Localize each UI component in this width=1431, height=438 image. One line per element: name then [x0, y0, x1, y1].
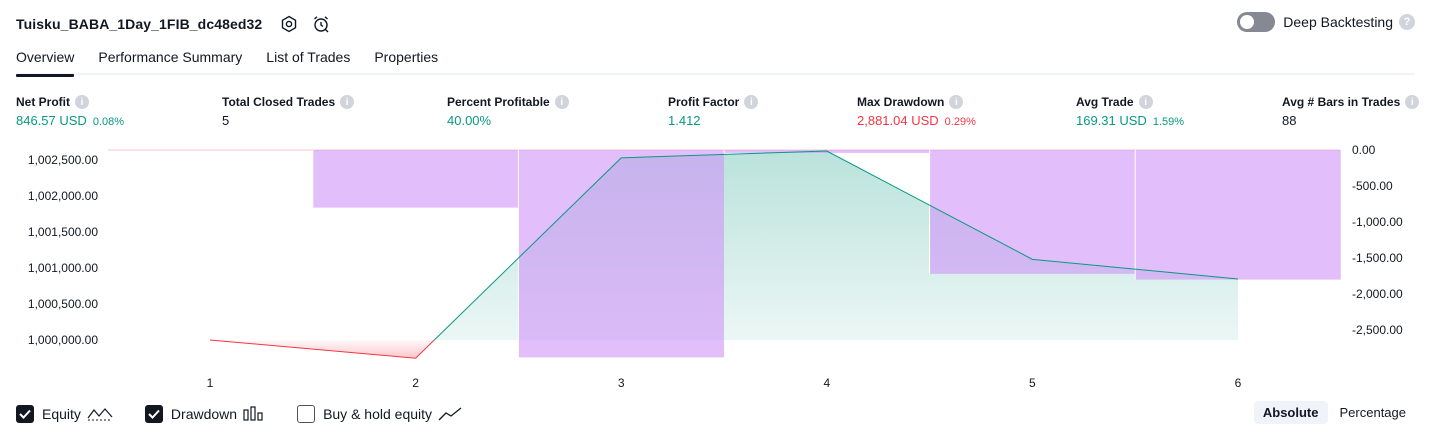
- drawdown-bars-icon: [243, 406, 265, 422]
- metric-value: 5: [222, 113, 230, 128]
- drawdown-bar: [312, 150, 519, 208]
- help-icon[interactable]: ?: [1399, 14, 1415, 30]
- drawdown-bar: [518, 150, 724, 358]
- left-axis-tick: 1,000,500.00: [28, 297, 98, 311]
- equity-checkbox[interactable]: [16, 405, 34, 423]
- info-icon[interactable]: i: [75, 95, 89, 109]
- metric-value: 88: [1282, 113, 1297, 128]
- metric-profit-factor: Profit Factor i 1.412: [668, 93, 759, 131]
- drawdown-checkbox[interactable]: [144, 405, 163, 423]
- metric-label: Profit Factor: [668, 95, 740, 109]
- tab-list-of-trades[interactable]: List of Trades: [266, 49, 351, 65]
- buy-hold-checkbox[interactable]: [297, 405, 316, 423]
- metric-total-closed-trades: Total Closed Trades i 5: [222, 93, 355, 131]
- drawdown-bar: [1135, 150, 1341, 280]
- legend-buy-hold-equity[interactable]: Buy & hold equity: [297, 405, 462, 423]
- metric-net-profit: Net Profit i 846.57 USD 0.08%: [16, 93, 124, 131]
- left-axis-tick: 1,000,000.00: [28, 333, 98, 347]
- deep-backtesting: Deep Backtesting ?: [1237, 12, 1415, 32]
- value-mode-switch: Absolute Percentage: [1251, 401, 1415, 424]
- drawdown-label: Drawdown: [170, 406, 238, 422]
- buy-hold-label: Buy & hold equity: [323, 406, 433, 422]
- tab-bar: Overview Performance Summary List of Tra…: [16, 46, 1415, 77]
- info-icon[interactable]: i: [1138, 95, 1153, 109]
- metric-value: 2,881.04 USD: [857, 113, 939, 128]
- metric-percent: 0.08%: [92, 116, 125, 128]
- metric-percent-profitable: Percent Profitable i 40.00%: [447, 93, 569, 131]
- info-icon[interactable]: i: [554, 95, 569, 109]
- tab-properties[interactable]: Properties: [374, 49, 439, 65]
- x-axis-tick: 5: [1029, 376, 1036, 390]
- legend-drawdown[interactable]: Drawdown: [144, 405, 265, 423]
- equity-line-icon: [87, 406, 113, 422]
- alert-clock-icon[interactable]: [310, 13, 332, 35]
- info-icon[interactable]: i: [340, 95, 355, 109]
- legend-equity[interactable]: Equity: [16, 405, 113, 423]
- strategy-title: Tuisku_BABA_1Day_1FIB_dc48ed32: [16, 16, 263, 32]
- tab-overview[interactable]: Overview: [16, 46, 75, 77]
- info-icon[interactable]: i: [949, 95, 964, 109]
- x-axis-tick: 6: [1235, 376, 1242, 390]
- report-header: Tuisku_BABA_1Day_1FIB_dc48ed32: [16, 10, 332, 38]
- metric-label: Max Drawdown: [857, 95, 945, 109]
- deep-backtesting-toggle[interactable]: [1237, 12, 1276, 32]
- toggle-knob: [1240, 15, 1255, 29]
- metric-label: Avg Trade: [1076, 95, 1134, 109]
- left-axis-tick: 1,002,500.00: [28, 153, 98, 167]
- x-axis-tick: 4: [823, 376, 830, 390]
- metric-max-drawdown: Max Drawdown i 2,881.04 USD 0.29%: [857, 93, 976, 131]
- left-axis-tick: 1,001,000.00: [28, 261, 98, 275]
- left-axis-tick: 1,001,500.00: [28, 225, 98, 239]
- metric-label: Avg # Bars in Trades: [1282, 95, 1401, 109]
- metric-value: 169.31 USD: [1076, 113, 1147, 128]
- equity-chart[interactable]: 1,002,500.00 1,002,000.00 1,001,500.00 1,00…: [0, 140, 1431, 395]
- right-axis-tick: -500.00: [1352, 179, 1393, 193]
- equity-line-loss: [209, 339, 435, 359]
- metric-avg-bars-in-trades: Avg # Bars in Trades i 88: [1282, 93, 1420, 131]
- metric-value: 40.00%: [447, 113, 492, 128]
- x-axis-tick: 3: [618, 376, 625, 390]
- x-axis-tick: 2: [412, 376, 419, 390]
- metric-label: Total Closed Trades: [222, 95, 336, 109]
- info-icon[interactable]: i: [1405, 95, 1420, 109]
- equity-label: Equity: [42, 406, 81, 422]
- tab-performance-summary[interactable]: Performance Summary: [98, 49, 243, 65]
- right-axis-tick: -1,000.00: [1352, 215, 1403, 229]
- metric-label: Net Profit: [16, 95, 70, 109]
- equity-line-profit: [433, 150, 1239, 341]
- drawdown-bar: [929, 150, 1136, 274]
- metric-value: 1.412: [668, 113, 701, 128]
- metric-percent: 0.29%: [944, 116, 976, 128]
- settings-icon[interactable]: [278, 13, 300, 35]
- metric-avg-trade: Avg Trade i 169.31 USD 1.59%: [1076, 93, 1184, 131]
- right-axis-tick: -2,500.00: [1352, 323, 1403, 337]
- percentage-button[interactable]: Percentage: [1339, 405, 1407, 420]
- equity-chart-svg: 1,002,500.00 1,002,000.00 1,001,500.00 1,00…: [28, 143, 1403, 390]
- buy-hold-line-icon: [438, 406, 462, 422]
- chart-legend: Equity Drawdown Buy & hold equity: [16, 402, 494, 426]
- metric-percent: 1.59%: [1152, 116, 1185, 128]
- x-axis-tick: 1: [207, 376, 214, 390]
- metric-label: Percent Profitable: [447, 95, 550, 109]
- absolute-button[interactable]: Absolute: [1253, 401, 1328, 424]
- metric-value: 846.57 USD: [16, 113, 87, 128]
- right-axis-tick: 0.00: [1352, 143, 1376, 157]
- right-axis-tick: -2,000.00: [1352, 287, 1403, 301]
- deep-backtesting-label: Deep Backtesting: [1283, 14, 1393, 30]
- right-axis-tick: -1,500.00: [1352, 251, 1403, 265]
- left-axis-tick: 1,002,000.00: [28, 189, 98, 203]
- info-icon[interactable]: i: [744, 95, 759, 109]
